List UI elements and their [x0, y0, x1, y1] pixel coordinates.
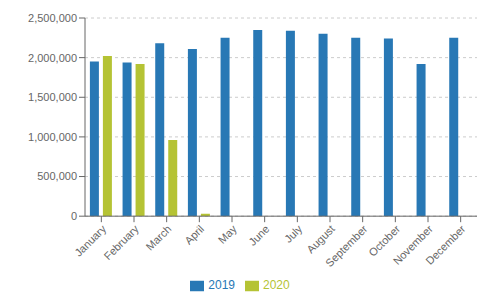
svg-text:November: November: [390, 222, 435, 267]
html-text:2020: 2020: [263, 278, 290, 293]
svg-text:October: October: [366, 222, 403, 259]
svg-text:January: January: [72, 222, 109, 259]
svg-text:June: June: [246, 223, 271, 248]
svg-text:500,000: 500,000: [37, 170, 77, 182]
svg-text:1,500,000: 1,500,000: [28, 91, 77, 103]
svg-text:September: September: [323, 222, 370, 269]
svg-text:December: December: [423, 222, 468, 267]
svg-text:March: March: [144, 223, 174, 253]
svg-text:1,000,000: 1,000,000: [28, 131, 77, 143]
svg-text:August: August: [304, 222, 337, 256]
svg-text:February: February: [101, 222, 141, 262]
svg-text:May: May: [216, 222, 240, 246]
svg-text:July: July: [282, 222, 305, 245]
svg-text:2,000,000: 2,000,000: [28, 52, 77, 64]
svg-text:2,500,000: 2,500,000: [28, 12, 77, 24]
svg-text:April: April: [182, 223, 206, 247]
svg-text:0: 0: [71, 210, 77, 222]
html-text:2019: 2019: [208, 278, 235, 293]
